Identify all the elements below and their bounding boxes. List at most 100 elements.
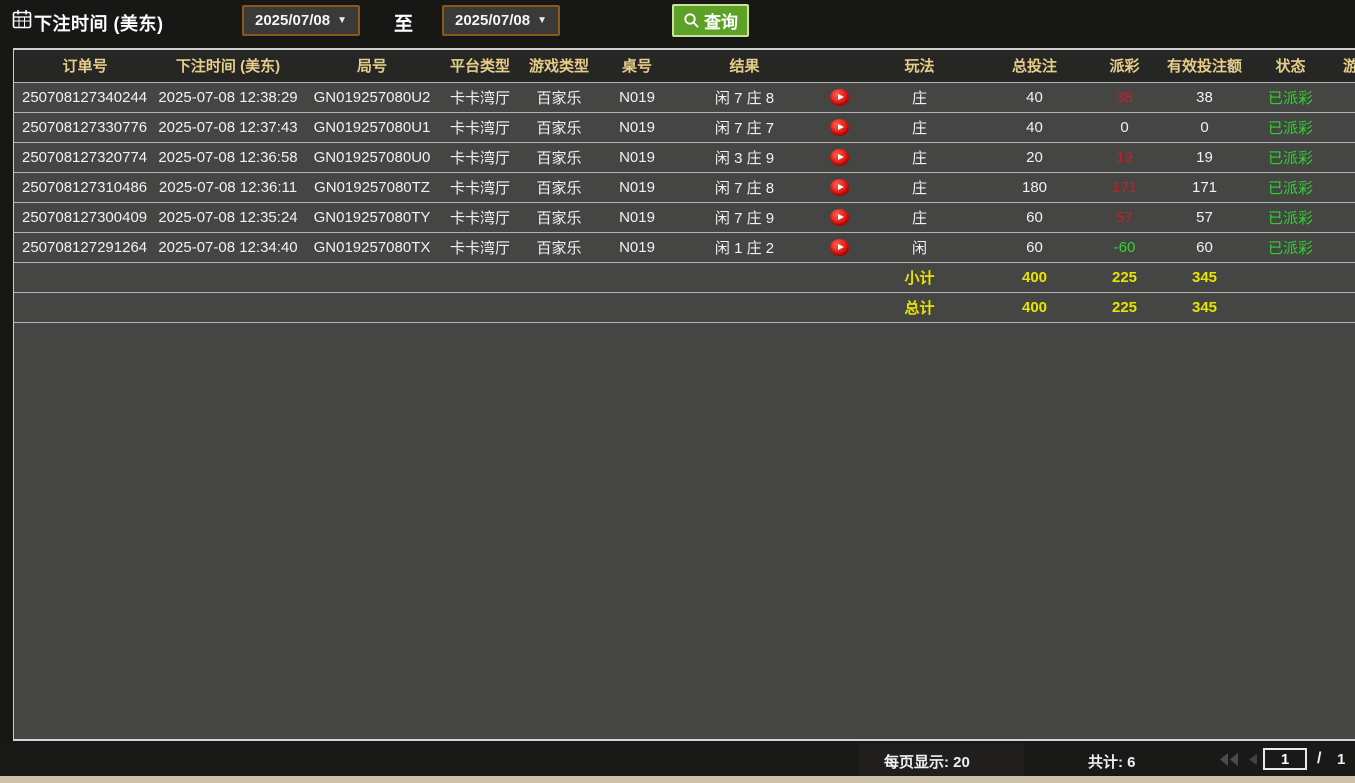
first-page-button[interactable]	[1218, 752, 1240, 772]
total-bet-cell: 60	[977, 232, 1092, 263]
column-header: 状态	[1252, 50, 1329, 83]
game-type-cell: 百家乐	[516, 172, 602, 203]
play-icon	[837, 244, 844, 251]
payout-cell: 19	[1092, 142, 1157, 173]
game-cell	[1329, 202, 1355, 233]
pagination-bar: 每页显示: 20 共计: 6 / 1	[0, 743, 1355, 776]
round-id-cell: GN019257080U1	[300, 112, 444, 143]
status-cell: 已派彩	[1252, 232, 1329, 263]
replay-video-button[interactable]	[830, 118, 849, 136]
replay-video-button[interactable]	[830, 178, 849, 196]
date-to-select[interactable]: 2025/07/08 ▼	[442, 5, 560, 36]
date-to-value: 2025/07/08	[455, 12, 531, 29]
table-row[interactable]: 250708127300409 2025-07-08 12:35:24 GN01…	[14, 202, 1355, 233]
page-separator: /	[1317, 750, 1322, 767]
search-button-label: 查询	[704, 13, 738, 32]
play-icon	[837, 184, 844, 191]
game-cell	[1329, 142, 1355, 173]
subtotal-payout: 225	[1092, 262, 1157, 293]
bet-records-table: 订单号 下注时间 (美东) 局号 平台类型 游戏类型 桌号 结果 玩法 总投注 派彩 有效投注额 状态…	[13, 48, 1355, 741]
replay-video-button[interactable]	[830, 238, 849, 256]
status-cell: 已派彩	[1252, 112, 1329, 143]
payout-cell: 38	[1092, 82, 1157, 113]
status-cell: 已派彩	[1252, 202, 1329, 233]
table-no-cell: N019	[602, 112, 672, 143]
result-cell: 闲 3 庄 9	[672, 142, 817, 173]
per-page-label: 每页显示: 20	[884, 754, 970, 771]
valid-bet-cell: 0	[1157, 112, 1252, 143]
total-valid-bet: 345	[1157, 292, 1252, 323]
result-cell: 闲 7 庄 8	[672, 82, 817, 113]
play-icon	[837, 124, 844, 131]
column-header: 游戏类型	[516, 50, 602, 83]
replay-video-button[interactable]	[830, 88, 849, 106]
payout-cell: 0	[1092, 112, 1157, 143]
subtotal-spacer	[14, 262, 862, 293]
order-id-cell: 250708127300409	[14, 202, 156, 233]
status-cell: 已派彩	[1252, 82, 1329, 113]
total-bet-cell: 40	[977, 112, 1092, 143]
round-id-cell: GN019257080TY	[300, 202, 444, 233]
payout-cell: 57	[1092, 202, 1157, 233]
total-total-bet: 400	[977, 292, 1092, 323]
total-row: 总计 400 225 345	[14, 292, 1355, 323]
replay-cell	[817, 112, 862, 143]
total-game-spacer	[1329, 292, 1355, 323]
replay-cell	[817, 232, 862, 263]
table-body: 250708127340244 2025-07-08 12:38:29 GN01…	[14, 82, 1355, 263]
per-page-panel	[858, 743, 1024, 776]
platform-cell: 卡卡湾厅	[444, 82, 516, 113]
total-payout: 225	[1092, 292, 1157, 323]
column-header: 派彩	[1092, 50, 1157, 83]
total-bet-cell: 60	[977, 202, 1092, 233]
column-header	[817, 50, 862, 83]
table-no-cell: N019	[602, 232, 672, 263]
bet-time-cell: 2025-07-08 12:37:43	[156, 112, 300, 143]
table-row[interactable]: 250708127310486 2025-07-08 12:36:11 GN01…	[14, 172, 1355, 203]
table-no-cell: N019	[602, 82, 672, 113]
game-type-cell: 百家乐	[516, 82, 602, 113]
search-button[interactable]: 查询	[672, 4, 749, 37]
calendar-icon	[12, 9, 32, 29]
table-row[interactable]: 250708127320774 2025-07-08 12:36:58 GN01…	[14, 142, 1355, 173]
page-count-label: 1	[1337, 751, 1346, 768]
column-header: 结果	[672, 50, 817, 83]
valid-bet-cell: 60	[1157, 232, 1252, 263]
total-status-spacer	[1252, 292, 1329, 323]
game-cell	[1329, 112, 1355, 143]
prev-page-button[interactable]	[1247, 753, 1259, 771]
play-icon	[837, 94, 844, 101]
column-header: 桌号	[602, 50, 672, 83]
game-type-cell: 百家乐	[516, 202, 602, 233]
subtotal-valid-bet: 345	[1157, 262, 1252, 293]
column-header: 游戏	[1329, 50, 1355, 83]
platform-cell: 卡卡湾厅	[444, 232, 516, 263]
game-cell	[1329, 232, 1355, 263]
platform-cell: 卡卡湾厅	[444, 172, 516, 203]
game-cell	[1329, 172, 1355, 203]
table-row[interactable]: 250708127330776 2025-07-08 12:37:43 GN01…	[14, 112, 1355, 143]
status-cell: 已派彩	[1252, 172, 1329, 203]
play-type-cell: 庄	[862, 142, 977, 173]
total-bet-cell: 40	[977, 82, 1092, 113]
game-type-cell: 百家乐	[516, 232, 602, 263]
replay-cell	[817, 142, 862, 173]
platform-cell: 卡卡湾厅	[444, 112, 516, 143]
table-row[interactable]: 250708127340244 2025-07-08 12:38:29 GN01…	[14, 82, 1355, 113]
column-header: 有效投注额	[1157, 50, 1252, 83]
subtotal-status-spacer	[1252, 262, 1329, 293]
play-type-cell: 庄	[862, 172, 977, 203]
subtotal-label: 小计	[862, 262, 977, 293]
total-bet-cell: 180	[977, 172, 1092, 203]
toolbar: 下注时间 (美东) 2025/07/08 ▼ 至 2025/07/08 ▼ 查询	[0, 0, 1355, 48]
game-cell	[1329, 82, 1355, 113]
page-number-input[interactable]	[1263, 748, 1307, 770]
replay-video-button[interactable]	[830, 148, 849, 166]
replay-cell	[817, 172, 862, 203]
bet-time-cell: 2025-07-08 12:36:11	[156, 172, 300, 203]
play-type-cell: 庄	[862, 112, 977, 143]
replay-video-button[interactable]	[830, 208, 849, 226]
valid-bet-cell: 19	[1157, 142, 1252, 173]
date-from-select[interactable]: 2025/07/08 ▼	[242, 5, 360, 36]
table-row[interactable]: 250708127291264 2025-07-08 12:34:40 GN01…	[14, 232, 1355, 263]
